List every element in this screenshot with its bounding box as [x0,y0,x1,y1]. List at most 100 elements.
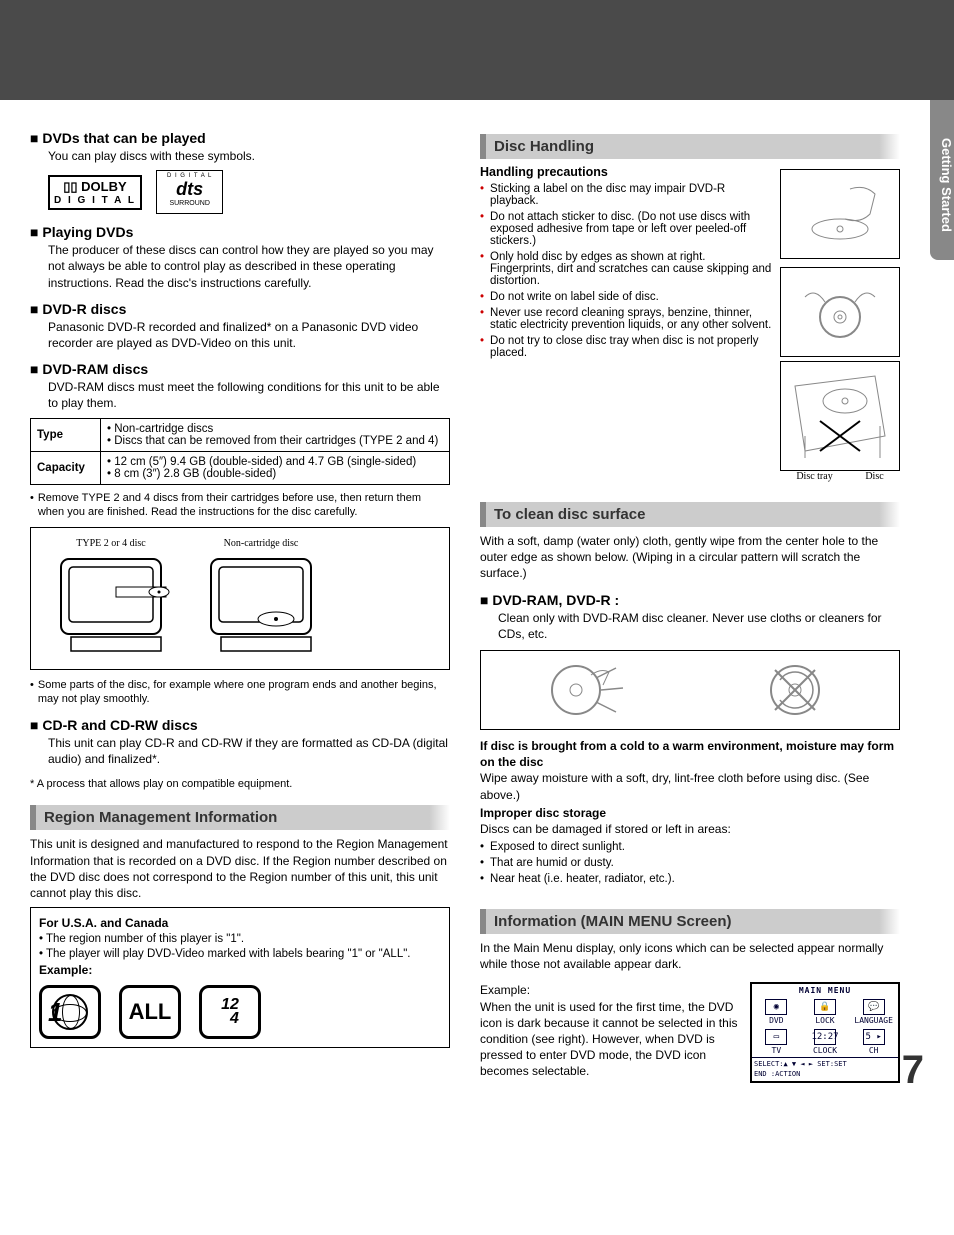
t: That are humid or dusty. [490,857,614,869]
example-label: Example: [39,963,441,977]
cell-cap-val: 12 cm (5″) 9.4 GB (double-sided) and 4.7… [101,451,450,484]
note-smooth: • Some parts of the disc, for example wh… [30,678,450,707]
speech-icon: 💬 [863,999,885,1015]
header-bar [0,0,954,100]
hand-disc-icon [790,179,890,249]
region-box: For U.S.A. and Canada The region number … [30,907,450,1048]
h-dvdram: DVD-RAM discs [30,361,450,377]
dolby-bottom: D I G I T A L [54,195,136,206]
region-icon-1: 1 [39,985,101,1039]
left-column: DVDs that can be played You can play dis… [30,120,450,1083]
menu-ch: 5 ▸CH [849,1027,898,1057]
region-stack: 12 4 [221,998,239,1027]
lbl: TV [772,1046,782,1055]
hp-item: Do not write on label side of disc. [480,291,772,303]
section-region: Region Management Information [30,805,450,830]
lbl: LANGUAGE [854,1016,893,1025]
note-text: Remove TYPE 2 and 4 discs from their car… [38,491,450,520]
t: Do not write on label side of disc. [490,291,659,303]
n1: 1 [221,996,230,1013]
region-li: The player will play DVD-Video marked wi… [39,948,441,960]
footnote: * A process that allows play on compatib… [30,777,450,791]
menu-clock: 12:27CLOCK [801,1027,850,1057]
h-dvds-played: DVDs that can be played [30,130,450,146]
hp-item: Sticking a label on the disc may impair … [480,183,772,207]
t: Never use record cleaning sprays, benzin… [490,307,772,331]
lbl: CH [869,1046,879,1055]
dts-mid: dts [167,179,212,200]
hand-hold-illus-2 [780,267,900,357]
storage-text: Discs can be damaged if stored or left i… [480,821,900,837]
page-number: 7 [902,1048,924,1093]
h-dvdr: DVD-R discs [30,301,450,317]
hp-item: Do not try to close disc tray when disc … [480,335,772,359]
tv-disc-icon [201,549,321,659]
region-icon-all: ALL [119,985,181,1039]
disc-icon: ◉ [765,999,787,1015]
section-info: Information (MAIN MENU Screen) [480,909,900,934]
cold-warm-text: Wipe away moisture with a soft, dry, lin… [480,770,900,802]
storage-list: Exposed to direct sunlight. That are hum… [480,841,900,885]
cdr-text: This unit can play CD-R and CD-RW if the… [48,735,450,767]
storage-item: Near heat (i.e. heater, radiator, etc.). [480,873,900,885]
hp-item: Do not attach sticker to disc. (Do not u… [480,211,772,247]
region-li: The region number of this player is "1". [39,933,441,945]
section-clean: To clean disc surface [480,502,900,527]
clean-illustration [480,650,900,730]
playing-text: The producer of these discs can control … [48,242,450,291]
cartridge-illustration: TYPE 2 or 4 disc Non-cartridge disc [30,527,450,670]
cap-item: 8 cm (3″) 2.8 GB (double-sided) [107,468,443,480]
dvdr-text: Panasonic DVD-R recorded and finalized* … [48,319,450,351]
h-cdr: CD-R and CD-RW discs [30,717,450,733]
dvdram-text: DVD-RAM discs must meet the following co… [48,379,450,411]
type-item: Non-cartridge discs [107,423,443,435]
region-text: This unit is designed and manufactured t… [30,836,450,901]
dvds-text: You can play discs with these symbols. [48,148,450,164]
wipe-radial-icon [541,660,631,720]
region-country: For U.S.A. and Canada [39,916,441,930]
cap-tray: Disc tray [796,471,832,482]
bullet-icon: • [30,678,34,707]
globe-icon [52,994,88,1030]
t: Sticking a label on the disc may impair … [490,183,772,207]
cap-item: 12 cm (5″) 9.4 GB (double-sided) and 4.7… [107,456,443,468]
ch-icon: 5 ▸ [863,1029,885,1045]
type-item: Discs that can be removed from their car… [107,435,443,447]
region-all: ALL [129,999,172,1025]
wipe-circular-icon [750,660,840,720]
hp-item: Never use record cleaning sprays, benzin… [480,307,772,331]
lbl: LOCK [815,1016,834,1025]
disc-tray-icon [785,366,895,466]
lock-icon: 🔒 [814,999,836,1015]
illus-label-1: TYPE 2 or 4 disc [41,538,181,549]
tv-cartridge-icon [41,549,181,659]
t: Do not attach sticker to disc. (Do not u… [490,211,772,247]
t: Only hold disc by edges as shown at righ… [490,251,772,287]
foot2: END :ACTION [754,1070,896,1079]
dolby-top: ▯▯ DOLBY [54,179,136,195]
t: Near heat (i.e. heater, radiator, etc.). [490,873,675,885]
ramr-text: Clean only with DVD-RAM disc cleaner. Ne… [498,610,900,642]
foot1: SELECT:▲ ▼ ◄ ► SET:SET [754,1060,896,1069]
bullet-icon: • [30,491,34,520]
hp-item: Only hold disc by edges as shown at righ… [480,251,772,287]
note-remove: • Remove TYPE 2 and 4 discs from their c… [30,491,450,520]
cell-type-label: Type [31,418,101,451]
table-row: Capacity 12 cm (5″) 9.4 GB (double-sided… [31,451,450,484]
storage-h: Improper disc storage [480,805,900,821]
dts-bottom: SURROUND [167,200,212,207]
section-disc-handling: Disc Handling [480,134,900,159]
illus-label-2: Non-cartridge disc [201,538,321,549]
t: Do not try to close disc tray when disc … [490,335,772,359]
lbl: DVD [769,1016,783,1025]
t: Exposed to direct sunlight. [490,841,625,853]
dvdram-table: Type Non-cartridge discs Discs that can … [30,418,450,485]
region-icon-124: 12 4 [199,985,261,1039]
menu-lang: 💬LANGUAGE [849,997,898,1027]
cell-cap-label: Capacity [31,451,101,484]
clean-text: With a soft, damp (water only) cloth, ge… [480,533,900,582]
info-text: In the Main Menu display, only icons whi… [480,940,900,972]
note-text: Some parts of the disc, for example wher… [38,678,450,707]
dts-logo: D I G I T A L dts SURROUND [156,170,223,214]
menu-tv: ▭TV [752,1027,801,1057]
